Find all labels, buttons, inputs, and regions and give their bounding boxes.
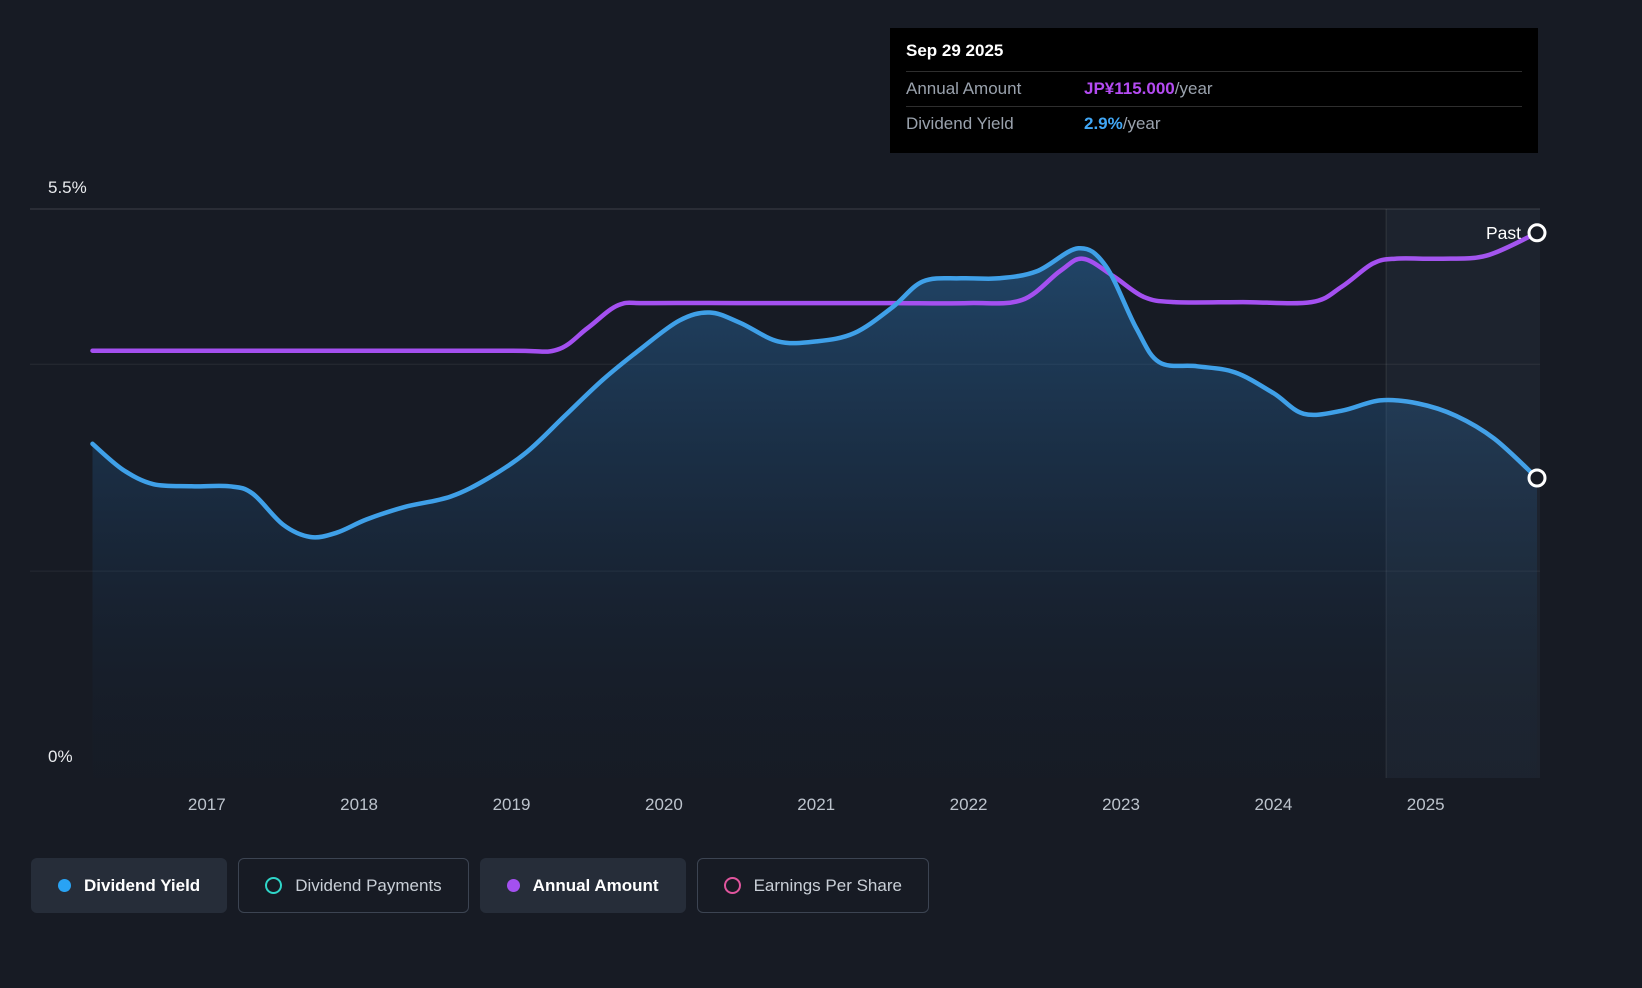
x-tick-label: 2021 — [797, 795, 835, 814]
annual-amount-dot-icon — [506, 879, 520, 892]
earnings-per-share-ring-icon — [723, 877, 741, 894]
x-tick-label: 2022 — [950, 795, 988, 814]
annual-amount-line — [90, 230, 1540, 354]
legend-annual-amount-label: Annual Amount — [532, 875, 659, 895]
tooltip-dividend-yield-suffix: /year — [1122, 114, 1161, 133]
x-tick-label: 2020 — [645, 795, 683, 814]
axis-labels: 2017 2018 2019 2020 2021 2022 2023 2024 2025 5.5%… — [48, 178, 1445, 814]
legend-annual-amount-button[interactable]: Annual Amount — [479, 858, 686, 913]
dividend-payments-ring-icon — [265, 877, 283, 894]
chart-legend: Dividend Yield Dividend Payments Annual … — [31, 858, 929, 913]
recent-region-overlay — [1386, 209, 1540, 778]
y-axis-label: 0% — [48, 747, 73, 766]
dividend-yield-dot-icon — [58, 879, 71, 892]
tooltip-dividend-yield-value: 2.9% — [1084, 114, 1123, 133]
legend-dividend-payments-label: Dividend Payments — [295, 875, 442, 895]
tooltip-dividend-yield-label: Dividend Yield — [906, 114, 1014, 133]
legend-dividend-payments-button[interactable]: Dividend Payments — [238, 858, 469, 913]
annual-amount-end-marker — [1527, 223, 1547, 243]
tooltip-date: Sep 29 2025 — [906, 41, 1004, 60]
legend-dividend-yield-label: Dividend Yield — [84, 875, 201, 895]
tooltip-row-annual-amount: Annual Amount JP¥115.000 /year — [906, 71, 1522, 106]
series-lines — [90, 230, 1540, 540]
x-tick-label: 2025 — [1407, 795, 1445, 814]
x-tick-label: 2023 — [1102, 795, 1140, 814]
past-label: Past — [1486, 223, 1521, 243]
tooltip-row-dividend-yield: Dividend Yield 2.9% /year — [906, 106, 1522, 141]
x-tick-label: 2019 — [493, 795, 531, 814]
x-tick-label: 2024 — [1254, 795, 1292, 814]
x-tick-label: 2018 — [340, 795, 378, 814]
recent-region-shade — [1386, 209, 1540, 778]
legend-earnings-per-share-label: Earnings Per Share — [753, 875, 902, 895]
past-label-group: Past — [1486, 223, 1521, 243]
tooltip-annual-amount-suffix: /year — [1174, 79, 1213, 98]
tooltip-annual-amount-value: JP¥115.000 — [1084, 79, 1175, 98]
legend-earnings-per-share-button[interactable]: Earnings Per Share — [696, 858, 929, 913]
legend-dividend-yield-button[interactable]: Dividend Yield — [31, 858, 228, 913]
series-end-markers — [1527, 223, 1547, 488]
chart-tooltip: Sep 29 2025 Annual Amount JP¥115.000 /ye… — [890, 28, 1538, 153]
dividend-yield-line — [90, 246, 1540, 540]
dividend-yield-end-marker — [1527, 468, 1547, 488]
tooltip-annual-amount-label: Annual Amount — [906, 79, 1022, 98]
dividend-yield-area — [92, 248, 1537, 778]
y-axis-label: 5.5% — [48, 178, 87, 197]
x-tick-label: 2017 — [188, 795, 226, 814]
yield-area-fill — [92, 248, 1537, 778]
